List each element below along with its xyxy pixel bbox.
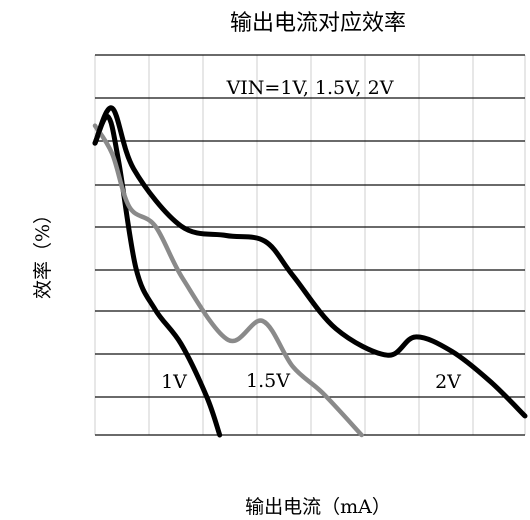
series-label-2v: 2V — [435, 371, 461, 393]
legend-text: VIN=1V, 1.5V, 2V — [226, 77, 394, 99]
series-label-1-5v: 1.5V — [246, 370, 290, 392]
grid-layer — [94, 54, 526, 436]
x-axis-label: 输出电流（mA） — [245, 496, 391, 518]
chart-title: 输出电流对应效率 — [230, 11, 406, 36]
labels-layer: 1V 1.5V 2V — [161, 370, 461, 393]
series-line-1v — [92, 114, 223, 438]
y-axis-label: 效率（%） — [32, 205, 54, 299]
lines-layer — [92, 105, 528, 438]
series-label-1v: 1V — [161, 371, 187, 393]
series-line-1-5v — [92, 123, 364, 438]
series-line-2v — [92, 105, 528, 419]
